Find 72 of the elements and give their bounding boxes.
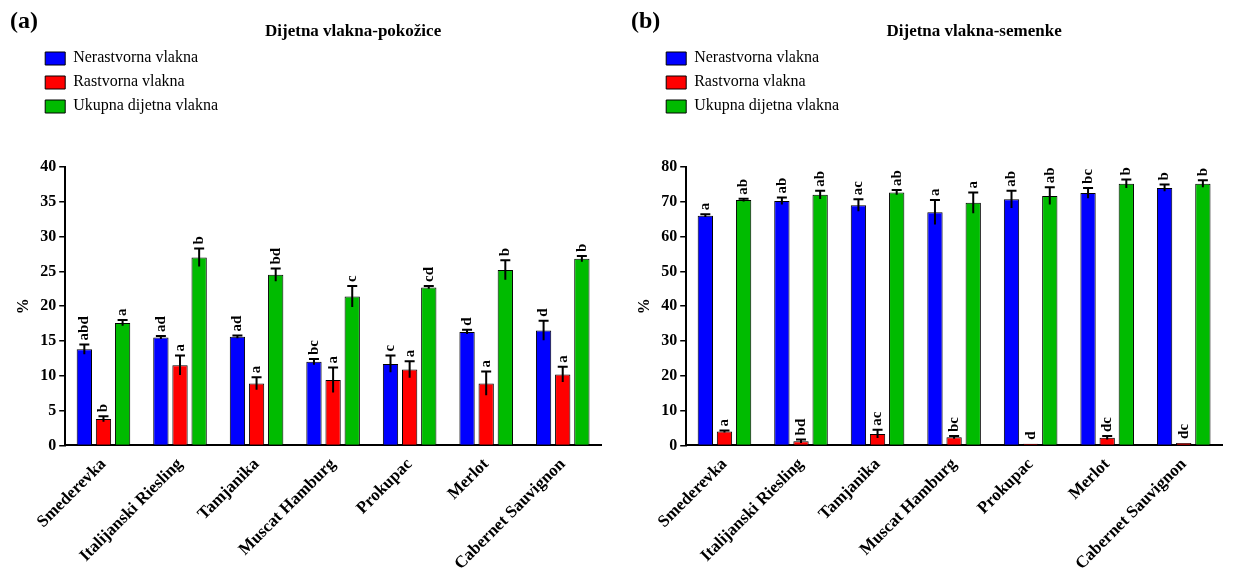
data-label: b xyxy=(1193,167,1210,177)
data-label: a xyxy=(553,354,570,363)
legend-label: Nerastvorna vlakna xyxy=(73,48,199,66)
data-label: cd xyxy=(419,266,436,283)
y-tick-label: 40 xyxy=(661,296,678,314)
data-label: a xyxy=(925,188,942,197)
data-label: a xyxy=(715,418,732,427)
data-label: a xyxy=(247,365,264,374)
legend-label: Rastvorna vlakna xyxy=(694,72,806,90)
y-tick-label: 20 xyxy=(661,365,678,383)
legend-label: Rastvorna vlakna xyxy=(73,72,185,90)
data-label: b xyxy=(94,403,111,413)
data-label: a xyxy=(477,359,494,368)
data-label: dc xyxy=(1098,416,1115,432)
data-label: ab xyxy=(887,170,904,186)
data-label: b xyxy=(190,236,207,245)
data-label: bd xyxy=(266,247,283,265)
legend-label: Nerastvorna vlakna xyxy=(694,48,820,66)
data-label: c xyxy=(381,344,398,352)
legend-label: Ukupna dijetna vlakna xyxy=(73,96,219,115)
data-label: ac xyxy=(849,180,866,196)
y-tick-label: 10 xyxy=(661,400,678,418)
legend-label: Ukupna dijetna vlakna xyxy=(694,96,840,115)
y-tick-label: 10 xyxy=(40,365,57,383)
y-tick-label: 30 xyxy=(40,226,57,244)
data-label: bc xyxy=(1078,168,1095,184)
data-label: ac xyxy=(868,411,885,426)
data-label: a xyxy=(113,308,130,317)
data-label: a xyxy=(170,343,187,352)
text: (a) xyxy=(10,7,38,34)
y-tick-label: 60 xyxy=(661,226,678,244)
y-axis-title: % xyxy=(634,298,652,315)
chart-title: Dijetna vlakna-pokožice xyxy=(265,21,442,41)
y-tick-label: 0 xyxy=(48,435,57,453)
data-label: ab xyxy=(1002,170,1019,187)
data-label: b xyxy=(1155,172,1172,181)
data-label: d xyxy=(457,316,474,326)
chart-title: Dijetna vlakna-semenke xyxy=(886,21,1063,41)
data-label: bc xyxy=(304,339,321,356)
y-tick-label: 5 xyxy=(48,400,57,418)
data-label: b xyxy=(572,243,589,253)
y-tick-label: 35 xyxy=(40,191,57,209)
y-tick-label: 30 xyxy=(661,331,678,349)
y-tick-label: 80 xyxy=(661,157,678,175)
data-label: ab xyxy=(734,178,751,195)
y-tick-label: 40 xyxy=(40,157,57,175)
data-label: abd xyxy=(75,315,92,341)
data-label: a xyxy=(400,349,417,358)
y-tick-label: 50 xyxy=(661,261,678,279)
data-label: d xyxy=(534,307,551,317)
y-tick-label: 70 xyxy=(661,191,678,209)
y-tick-label: 0 xyxy=(669,435,678,453)
data-label: b xyxy=(1117,167,1134,176)
y-tick-label: 20 xyxy=(40,296,57,314)
data-label: bc xyxy=(944,416,961,432)
data-label: d xyxy=(1021,430,1038,440)
data-label: ab xyxy=(772,177,789,194)
y-tick-label: 15 xyxy=(40,331,57,349)
data-label: dc xyxy=(1174,423,1191,439)
data-label: ab xyxy=(1040,167,1057,184)
y-axis-title: % xyxy=(13,298,31,315)
text: (b) xyxy=(631,7,661,34)
y-tick-label: 25 xyxy=(40,261,57,279)
data-label: bd xyxy=(791,418,808,436)
data-label: ab xyxy=(811,170,828,187)
data-label: a xyxy=(323,355,340,364)
data-label: ad xyxy=(151,315,168,333)
data-label: c xyxy=(343,275,360,283)
data-label: b xyxy=(496,247,513,257)
data-label: a xyxy=(696,202,713,211)
data-label: a xyxy=(964,180,981,189)
data-label: ad xyxy=(228,314,245,332)
